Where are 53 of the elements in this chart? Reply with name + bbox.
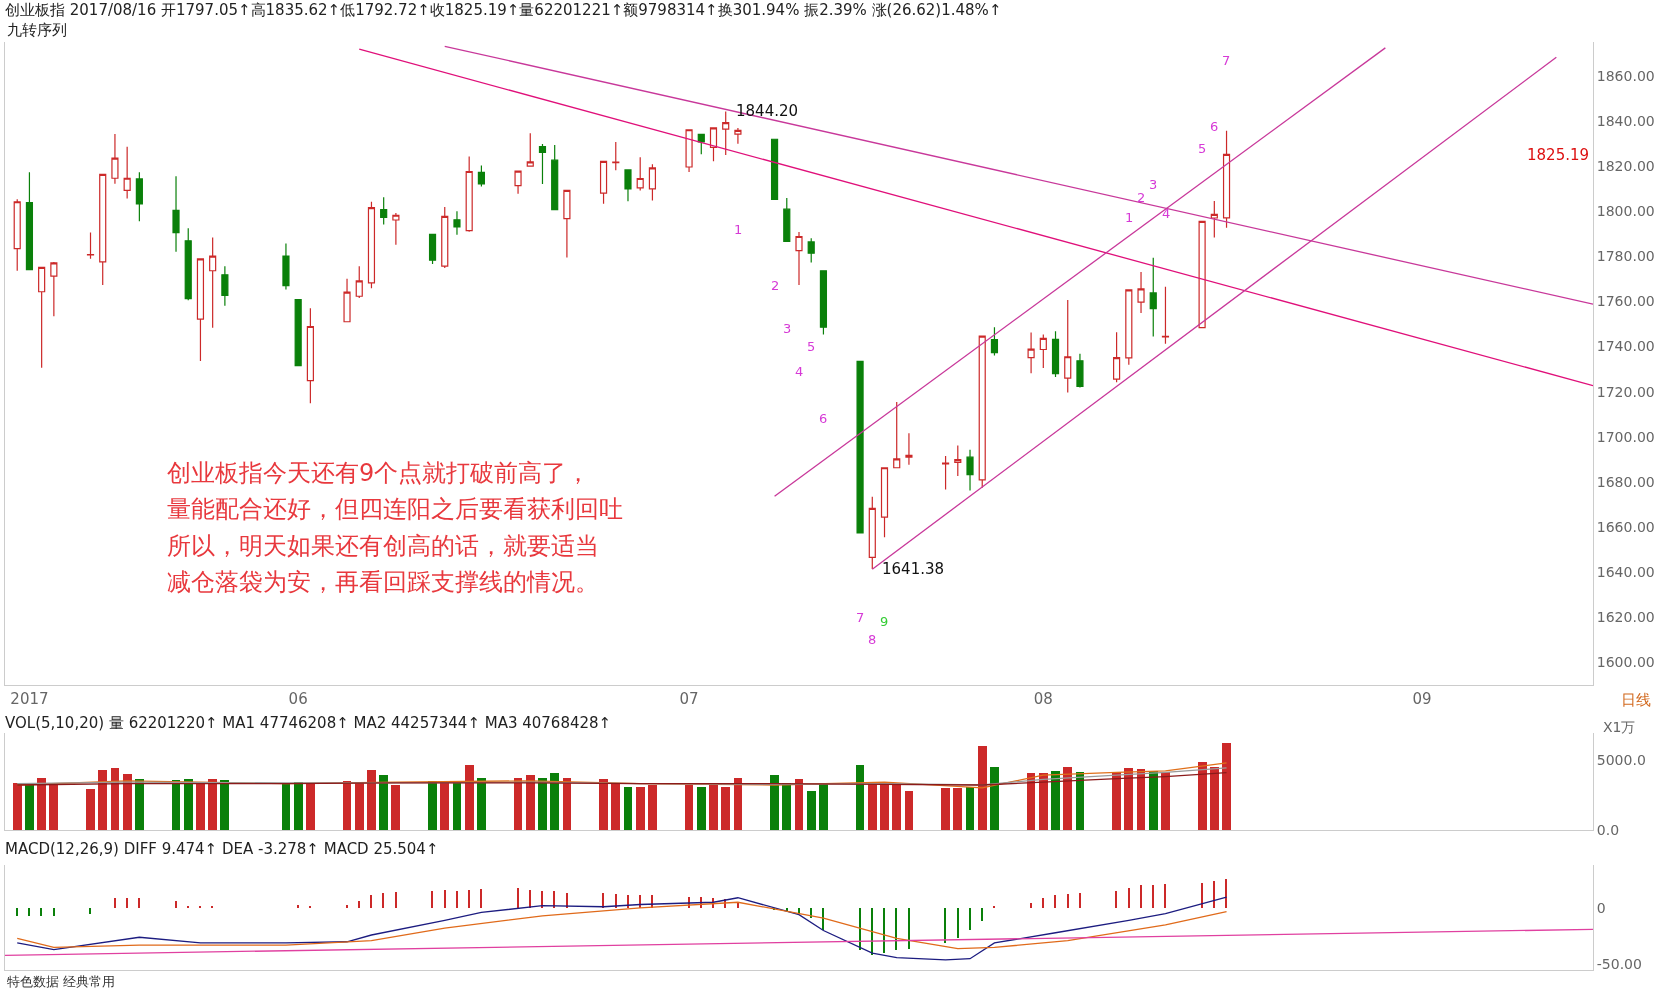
chart-title: 创业板指 2017/08/16 开1797.05↑高1835.62↑低1792.72↑收1825.19↑量62201221↑额9798314↑换301.94% 振2.39% 涨(26.62)1.48%↑ — [4, 0, 1002, 19]
y-axis-title: X1万 — [1603, 719, 1636, 735]
y-tick-label: 5000.0 — [1596, 751, 1646, 768]
chart-subtitle: 九转序列 — [7, 21, 67, 39]
x-tick-label: 06 — [288, 690, 308, 708]
annotation: 6 — [1210, 119, 1219, 134]
y-tick-label: 1860.00 — [1596, 67, 1655, 84]
y-tick-label: 0 — [1596, 899, 1606, 916]
x-tick-label: 09 — [1412, 690, 1432, 708]
annotation: 2 — [771, 278, 780, 293]
y-tick-label: 1840.00 — [1596, 112, 1655, 129]
annotation: 3 — [783, 321, 792, 336]
text: 特色数据 经典常用 — [7, 974, 116, 989]
annotation: 1825.19 — [1527, 146, 1590, 164]
y-tick-label: 1780.00 — [1596, 248, 1655, 265]
annotation: 所以，明天如果还有创高的话，就要适当 — [167, 532, 599, 560]
annotation: 9 — [880, 614, 889, 629]
annotation: 7 — [856, 610, 865, 625]
y-tick-label: 1760.00 — [1596, 293, 1655, 310]
y-tick-label: 1720.00 — [1596, 383, 1655, 400]
annotation: 4 — [795, 364, 804, 379]
annotation: 8 — [868, 632, 877, 647]
annotation: 3 — [1149, 177, 1158, 192]
chart-title: MACD(12,26,9) DIFF 9.474↑ DEA -3.278↑ MACD 25.504↑ — [4, 839, 439, 858]
x-tick-label: 07 — [679, 690, 699, 708]
y-tick-label: 1820.00 — [1596, 157, 1655, 174]
chart-title: VOL(5,10,20) 量 62201220↑ MA1 47746208↑ MA2 44257344↑ MA3 40768428↑ — [4, 713, 612, 732]
annotation: 创业板指今天还有9个点就打破前高了， — [167, 459, 591, 487]
annotation: 4 — [1162, 206, 1171, 221]
annotation: 1844.20 — [736, 102, 799, 120]
text: 日线 — [1621, 691, 1651, 709]
y-tick-label: 1700.00 — [1596, 428, 1655, 445]
y-tick-label: -50.00 — [1596, 956, 1642, 973]
annotation: 6 — [819, 411, 828, 426]
annotation: 1641.38 — [882, 560, 945, 578]
y-tick-label: 1680.00 — [1596, 473, 1655, 490]
annotation: 1 — [734, 222, 743, 237]
annotation: 1 — [1125, 210, 1134, 225]
annotation: 量能配合还好，但四连阳之后要看获利回吐 — [167, 495, 623, 523]
annotation: 7 — [1222, 53, 1231, 68]
x-tick-label: 08 — [1033, 690, 1053, 708]
y-tick-label: 1640.00 — [1596, 564, 1655, 581]
annotation: 减仓落袋为安，再看回踩支撑线的情况。 — [167, 568, 599, 596]
y-tick-label: 1600.00 — [1596, 654, 1655, 671]
y-tick-label: 1660.00 — [1596, 518, 1655, 535]
y-tick-label: 1740.00 — [1596, 338, 1655, 355]
y-tick-label: 1620.00 — [1596, 609, 1655, 626]
annotation: 5 — [1198, 141, 1207, 156]
y-tick-label: 0.0 — [1596, 821, 1620, 838]
annotation: 5 — [807, 339, 816, 354]
y-tick-label: 1800.00 — [1596, 203, 1655, 220]
annotation: 2 — [1137, 190, 1146, 205]
x-tick-label: 2017 — [10, 690, 49, 708]
